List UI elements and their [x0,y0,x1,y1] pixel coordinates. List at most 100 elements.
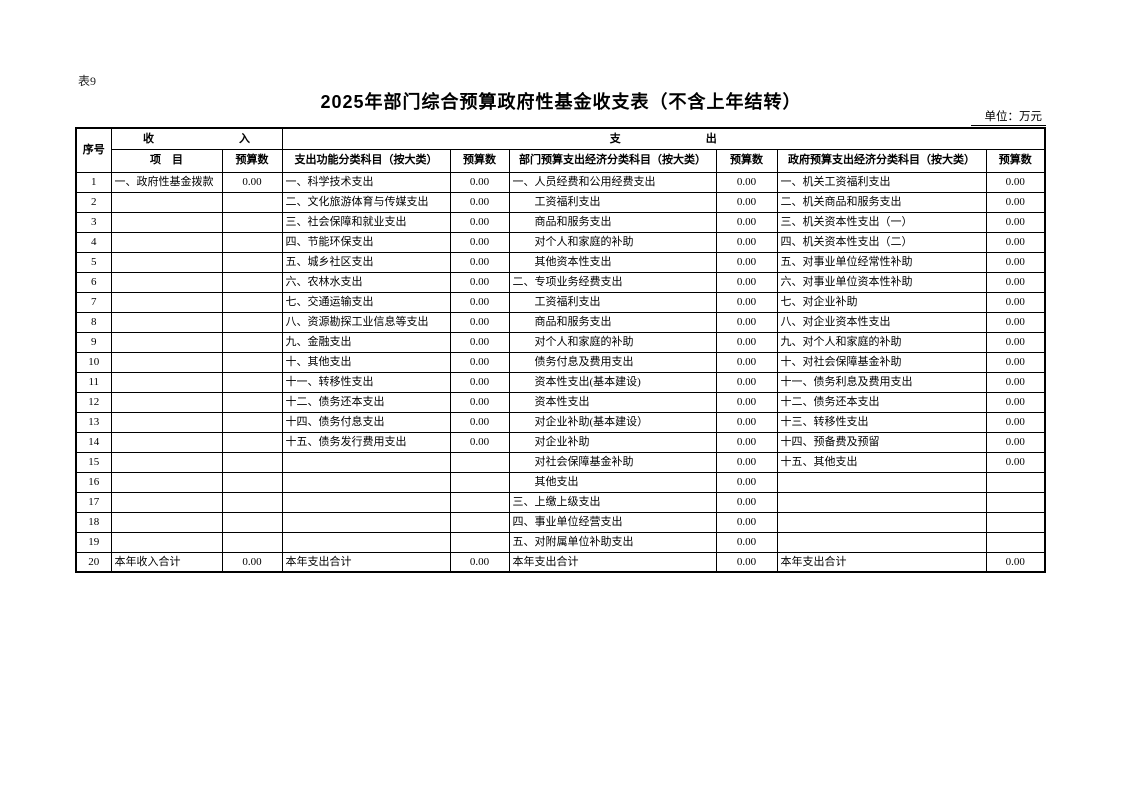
function-item-cell [281,451,451,473]
function-amount-cell: 0.00 [449,231,510,253]
header-income-group: 收 入 [110,127,283,150]
header-function-category: 支出功能分类科目（按大类） [281,148,451,173]
dept-econ-amount-cell: 0.00 [715,511,778,533]
row-seq: 15 [75,451,112,473]
income-item-cell: 一、政府性基金拨款 [110,171,223,193]
function-amount-cell [449,531,510,553]
table-row: 4 四、节能环保支出 0.00 对个人和家庭的补助 0.00 四、机关资本性支出（二） 0… [75,231,1046,253]
dept-econ-amount-cell: 0.00 [715,551,778,573]
header-function-budget: 预算数 [449,148,510,173]
dept-econ-amount-cell: 0.00 [715,311,778,333]
row-seq: 20 [75,551,112,573]
function-item-cell [281,511,451,533]
function-amount-cell: 0.00 [449,391,510,413]
dept-econ-amount-cell: 0.00 [715,231,778,253]
function-item-cell: 十五、债务发行费用支出 [281,431,451,453]
dept-econ-item-cell: 五、对附属单位补助支出 [508,531,717,553]
gov-econ-amount-cell: 0.00 [985,211,1046,233]
function-amount-cell [449,491,510,513]
table-row: 5 五、城乡社区支出 0.00 其他资本性支出 0.00 五、对事业单位经常性补助 0.0… [75,251,1046,273]
dept-econ-amount-cell: 0.00 [715,251,778,273]
table-row: 13 十四、债务付息支出 0.00 对企业补助(基本建设） 0.00 十三、转移性支出 0… [75,411,1046,433]
page-title: 2025年部门综合预算政府性基金收支表（不含上年结转） [320,92,802,112]
row-seq: 8 [75,311,112,333]
dept-econ-amount-cell: 0.00 [715,411,778,433]
header-expense-char-left: 支 [609,132,621,145]
function-item-cell: 十、其他支出 [281,351,451,373]
gov-econ-item-cell [776,531,987,553]
function-item-cell: 十二、债务还本支出 [281,391,451,413]
gov-econ-amount-cell: 0.00 [985,351,1046,373]
dept-econ-item-cell: 工资福利支出 [508,291,717,313]
dept-econ-item-cell: 资本性支出 [508,391,717,413]
table-row: 19 五、对附属单位补助支出 0.00 [75,531,1046,553]
function-amount-cell: 0.00 [449,331,510,353]
dept-econ-amount-cell: 0.00 [715,371,778,393]
gov-econ-amount-cell: 0.00 [985,171,1046,193]
dept-econ-amount-cell: 0.00 [715,271,778,293]
function-item-cell: 十一、转移性支出 [281,371,451,393]
dept-econ-amount-cell: 0.00 [715,531,778,553]
table-row: 15 对社会保障基金补助 0.00 十五、其他支出 0.00 [75,451,1046,473]
table-number-tag: 表9 [78,74,97,88]
dept-econ-amount-cell: 0.00 [715,211,778,233]
income-amount-cell [221,331,283,353]
gov-econ-amount-cell: 0.00 [985,311,1046,333]
function-amount-cell: 0.00 [449,271,510,293]
function-item-cell [281,491,451,513]
gov-econ-item-cell: 三、机关资本性支出（一） [776,211,987,233]
income-item-cell [110,431,223,453]
row-seq: 6 [75,271,112,293]
dept-econ-item-cell: 工资福利支出 [508,191,717,213]
header-expense-group: 支 出 [281,127,1046,150]
gov-econ-item-cell [776,471,987,493]
function-amount-cell [449,511,510,533]
function-item-cell: 七、交通运输支出 [281,291,451,313]
income-item-cell [110,271,223,293]
dept-econ-item-cell: 三、上缴上级支出 [508,491,717,513]
gov-econ-amount-cell: 0.00 [985,391,1046,413]
gov-econ-amount-cell [985,471,1046,493]
income-item-cell [110,191,223,213]
gov-econ-amount-cell: 0.00 [985,451,1046,473]
income-item-cell [110,491,223,513]
income-amount-cell [221,431,283,453]
dept-econ-item-cell: 对个人和家庭的补助 [508,231,717,253]
dept-econ-item-cell: 其他资本性支出 [508,251,717,273]
income-item-cell [110,331,223,353]
income-item-cell: 本年收入合计 [110,551,223,573]
dept-econ-item-cell: 资本性支出(基本建设) [508,371,717,393]
dept-econ-item-cell: 二、专项业务经费支出 [508,271,717,293]
gov-econ-item-cell: 十四、预备费及预留 [776,431,987,453]
row-seq: 3 [75,211,112,233]
income-amount-cell [221,211,283,233]
dept-econ-amount-cell: 0.00 [715,451,778,473]
gov-econ-item-cell: 五、对事业单位经常性补助 [776,251,987,273]
table-row: 7 七、交通运输支出 0.00 工资福利支出 0.00 七、对企业补助 0.00 [75,291,1046,313]
dept-econ-item-cell: 其他支出 [508,471,717,493]
dept-econ-amount-cell: 0.00 [715,471,778,493]
header-income-char-right: 入 [239,132,250,145]
gov-econ-item-cell: 本年支出合计 [776,551,987,573]
gov-econ-item-cell: 二、机关商品和服务支出 [776,191,987,213]
function-item-cell: 九、金融支出 [281,331,451,353]
function-item-cell: 四、节能环保支出 [281,231,451,253]
gov-econ-amount-cell: 0.00 [985,551,1046,573]
table-body: 1 一、政府性基金拨款 0.00 一、科学技术支出 0.00 一、人员经费和公用经费支出 0… [75,171,1046,573]
gov-econ-amount-cell: 0.00 [985,371,1046,393]
function-amount-cell [449,451,510,473]
dept-econ-item-cell: 对社会保障基金补助 [508,451,717,473]
gov-econ-amount-cell: 0.00 [985,271,1046,293]
function-item-cell: 六、农林水支出 [281,271,451,293]
header-gov-econ-category: 政府预算支出经济分类科目（按大类） [776,148,987,173]
income-amount-cell [221,231,283,253]
function-amount-cell [449,471,510,493]
table-row: 1 一、政府性基金拨款 0.00 一、科学技术支出 0.00 一、人员经费和公用经费支出 0… [75,171,1046,193]
dept-econ-item-cell: 商品和服务支出 [508,211,717,233]
gov-econ-item-cell: 十一、债务利息及费用支出 [776,371,987,393]
income-item-cell [110,511,223,533]
dept-econ-item-cell: 商品和服务支出 [508,311,717,333]
income-amount-cell [221,511,283,533]
gov-econ-item-cell: 四、机关资本性支出（二） [776,231,987,253]
row-seq: 5 [75,251,112,273]
